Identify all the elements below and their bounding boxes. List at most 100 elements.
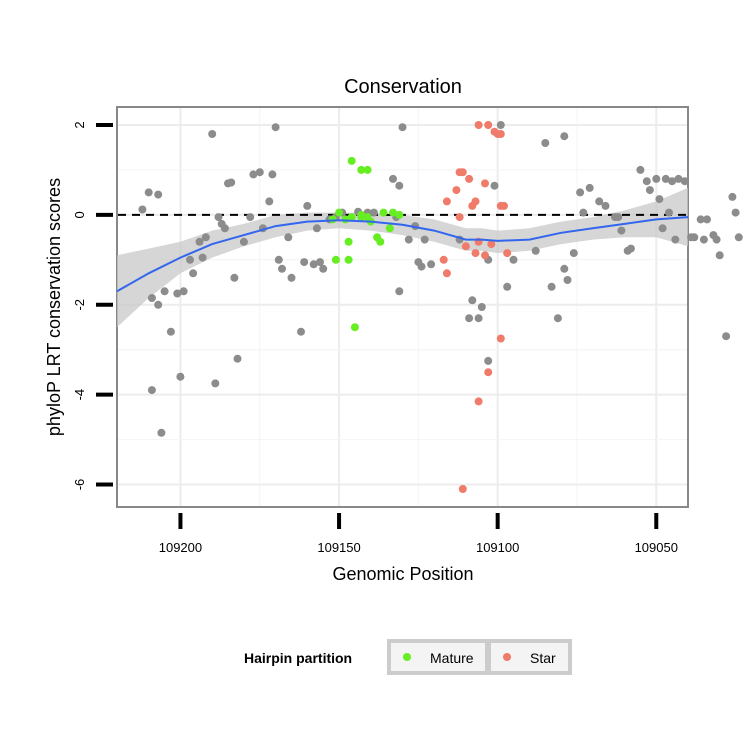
point-other bbox=[211, 379, 220, 388]
point-other bbox=[731, 208, 740, 217]
point-other bbox=[319, 264, 328, 273]
y-tick-label: 2 bbox=[72, 121, 87, 128]
point-star bbox=[442, 197, 451, 206]
point-other bbox=[395, 181, 404, 190]
point-other bbox=[147, 386, 156, 395]
point-other bbox=[255, 168, 264, 177]
point-other bbox=[477, 303, 486, 311]
point-other bbox=[668, 177, 677, 186]
legend-entries: Mature Star bbox=[387, 639, 572, 675]
point-other bbox=[239, 237, 248, 246]
point-other bbox=[531, 246, 540, 255]
point-other bbox=[541, 139, 550, 147]
point-mature bbox=[363, 213, 372, 222]
point-other bbox=[297, 327, 305, 336]
point-mature bbox=[344, 255, 353, 264]
point-other bbox=[195, 237, 204, 246]
point-other bbox=[734, 233, 743, 242]
point-other bbox=[671, 235, 680, 244]
point-other bbox=[417, 262, 426, 271]
point-other bbox=[560, 264, 569, 273]
point-other bbox=[220, 224, 229, 233]
point-star bbox=[484, 121, 493, 129]
point-other bbox=[569, 249, 578, 258]
point-other bbox=[227, 178, 236, 187]
x-tick-label: 109100 bbox=[476, 540, 519, 555]
point-star bbox=[487, 240, 496, 249]
point-other bbox=[712, 235, 721, 244]
point-other bbox=[674, 174, 683, 183]
point-other bbox=[655, 195, 664, 204]
point-star bbox=[496, 334, 505, 343]
point-other bbox=[617, 226, 626, 235]
point-other bbox=[312, 224, 321, 233]
point-other bbox=[680, 177, 689, 186]
point-star bbox=[474, 121, 483, 129]
legend-key-box bbox=[487, 639, 572, 675]
point-other bbox=[722, 332, 731, 341]
smooth-trend-line bbox=[116, 216, 689, 293]
point-other bbox=[189, 269, 198, 278]
point-other bbox=[665, 208, 673, 217]
point-other bbox=[166, 327, 175, 336]
legend: Hairpin partition Mature Star bbox=[244, 639, 572, 675]
point-other bbox=[233, 354, 242, 363]
point-mature bbox=[363, 165, 372, 174]
point-mature bbox=[357, 210, 366, 219]
axes: 109200 109150 109100 109050 2 0 -2 -4 -6 bbox=[72, 121, 678, 555]
point-other bbox=[268, 170, 277, 179]
data-points bbox=[138, 121, 743, 493]
point-other bbox=[176, 372, 185, 381]
point-star bbox=[465, 174, 474, 183]
point-mature bbox=[395, 210, 404, 219]
smooth-confidence-band bbox=[117, 187, 688, 328]
legend-title: Hairpin partition bbox=[244, 650, 352, 666]
point-other bbox=[246, 213, 255, 222]
point-other bbox=[278, 264, 286, 273]
point-star bbox=[481, 251, 489, 260]
point-other bbox=[696, 215, 705, 224]
point-other bbox=[303, 201, 312, 210]
point-star bbox=[455, 213, 464, 222]
point-star bbox=[481, 179, 489, 188]
point-other bbox=[300, 258, 309, 267]
point-other bbox=[645, 186, 654, 195]
point-star bbox=[468, 201, 477, 210]
point-other bbox=[703, 215, 711, 224]
point-other bbox=[563, 276, 572, 284]
point-star bbox=[439, 255, 448, 264]
point-other bbox=[490, 181, 499, 190]
legend-label-star: Star bbox=[530, 650, 556, 666]
point-other bbox=[658, 224, 667, 233]
point-other bbox=[636, 165, 645, 174]
point-other bbox=[420, 235, 429, 244]
point-other bbox=[509, 255, 518, 264]
y-axis-label: phyloP LRT conservation scores bbox=[44, 178, 64, 436]
point-star bbox=[471, 249, 480, 258]
point-other bbox=[579, 208, 588, 217]
confidence-band bbox=[117, 187, 688, 328]
point-other bbox=[274, 255, 283, 264]
point-other bbox=[614, 213, 623, 222]
legend-label-mature: Mature bbox=[430, 650, 474, 666]
y-tick-label: 0 bbox=[72, 211, 87, 218]
point-other bbox=[157, 428, 166, 437]
point-other bbox=[208, 130, 217, 138]
point-other bbox=[585, 183, 594, 192]
x-axis-label: Genomic Position bbox=[332, 564, 473, 584]
point-other bbox=[287, 273, 296, 282]
point-other bbox=[468, 296, 477, 305]
point-other bbox=[601, 201, 610, 210]
point-other bbox=[595, 197, 604, 206]
x-tick-label: 109050 bbox=[635, 540, 678, 555]
legend-swatch-star bbox=[503, 653, 511, 661]
point-star bbox=[442, 269, 451, 278]
point-star bbox=[496, 130, 505, 138]
point-mature bbox=[357, 165, 366, 174]
point-other bbox=[230, 273, 239, 282]
point-other bbox=[547, 282, 556, 291]
point-mature bbox=[344, 237, 353, 246]
point-mature bbox=[328, 215, 337, 224]
point-other bbox=[652, 174, 661, 183]
point-other bbox=[474, 314, 483, 323]
